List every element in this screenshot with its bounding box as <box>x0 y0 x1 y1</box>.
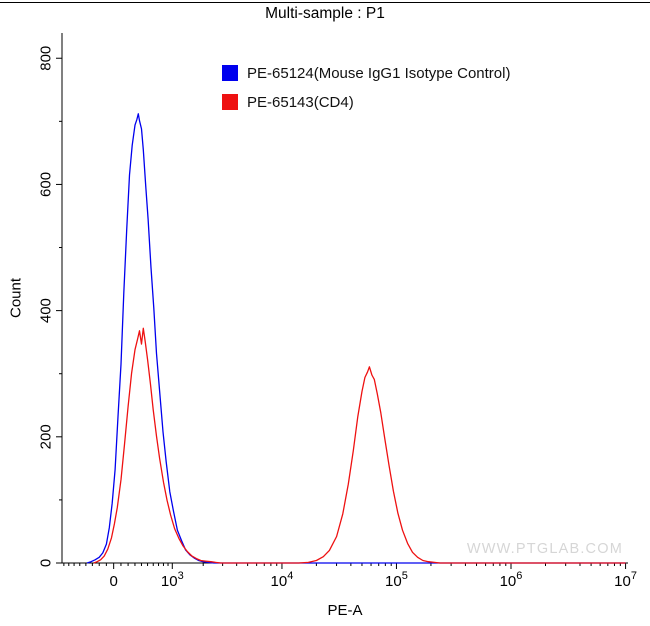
x-tick-label: 0 <box>109 573 117 590</box>
y-tick-label: 600 <box>38 172 55 197</box>
y-tick-label: 0 <box>38 559 55 567</box>
watermark: WWW.PTGLAB.COM <box>467 541 623 557</box>
x-tick-label: 103 <box>161 570 184 590</box>
chart-title: Multi-sample : P1 <box>265 5 385 22</box>
legend-item-isotype-control: PE-65124(Mouse IgG1 Isotype Control) <box>222 60 510 86</box>
legend-item-cd4: PE-65143(CD4) <box>222 89 510 115</box>
series-curve-1 <box>93 327 626 564</box>
y-tick-label: 400 <box>38 298 55 323</box>
legend: PE-65124(Mouse IgG1 Isotype Control) PE-… <box>222 60 510 115</box>
legend-label-isotype-control: PE-65124(Mouse IgG1 Isotype Control) <box>247 64 511 82</box>
series-curve-0 <box>86 113 626 564</box>
y-tick-label: 800 <box>38 46 55 71</box>
x-tick-label: 105 <box>385 570 408 590</box>
x-tick-label: 104 <box>271 570 294 590</box>
x-tick-label: 106 <box>500 570 523 590</box>
legend-label-cd4: PE-65143(CD4) <box>247 93 354 111</box>
y-axis-label: Count <box>7 277 25 319</box>
legend-swatch-blue <box>222 65 238 81</box>
top-divider <box>0 2 650 3</box>
x-axis-label: PE-A <box>327 602 363 619</box>
legend-swatch-red <box>222 94 238 110</box>
x-tick-label: 107 <box>614 570 637 590</box>
y-tick-label: 200 <box>38 424 55 449</box>
